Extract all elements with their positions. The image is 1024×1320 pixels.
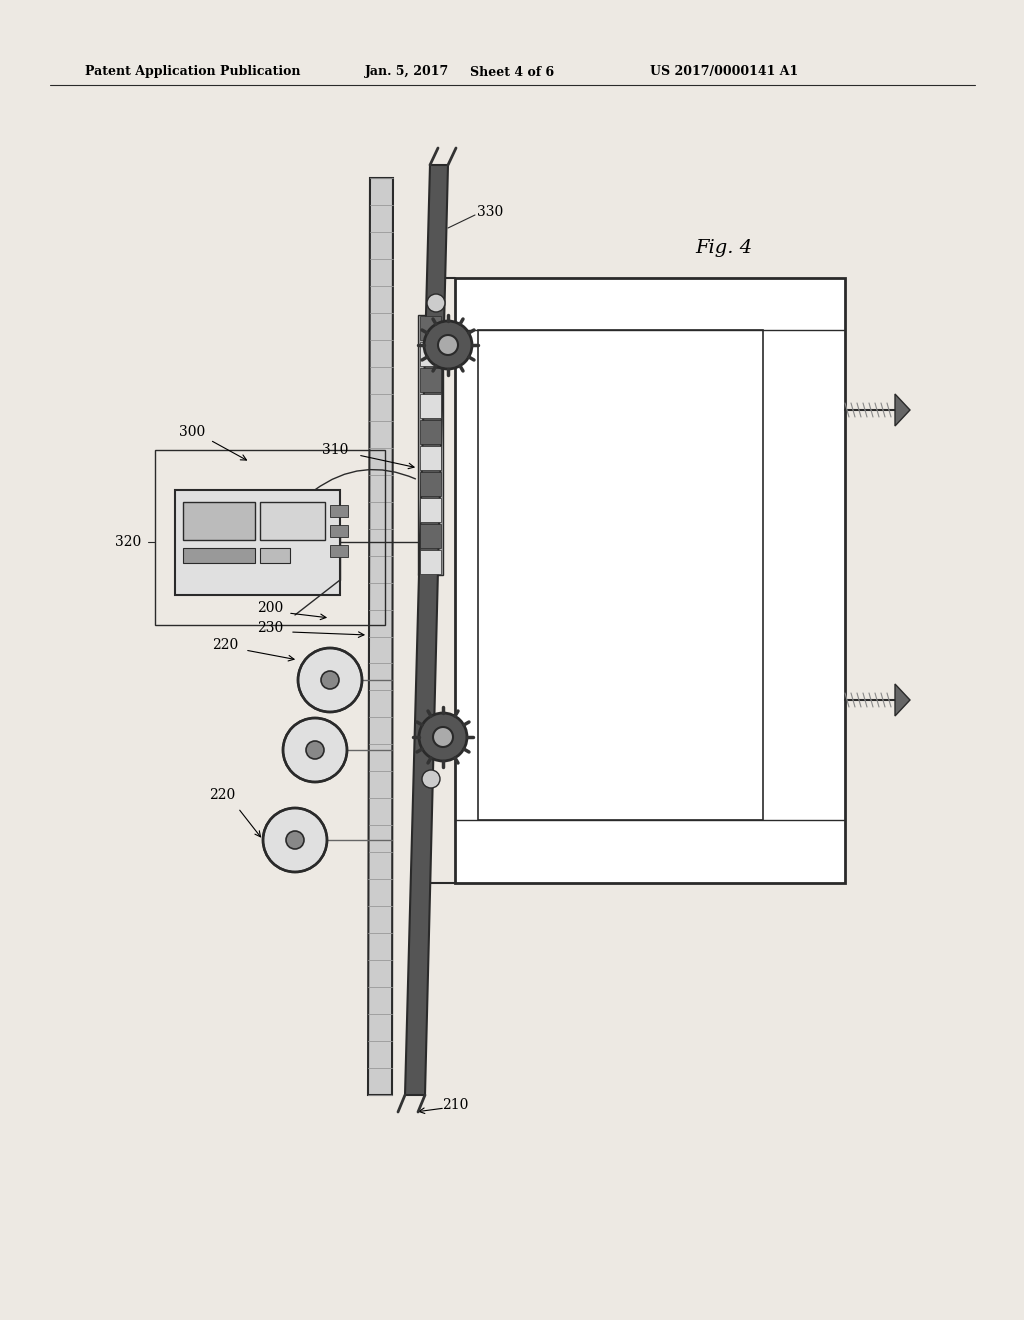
Circle shape <box>433 727 453 747</box>
Text: US 2017/0000141 A1: US 2017/0000141 A1 <box>650 66 799 78</box>
Text: Patent Application Publication: Patent Application Publication <box>85 66 300 78</box>
Bar <box>420 368 441 392</box>
Circle shape <box>306 741 324 759</box>
Bar <box>175 490 340 595</box>
Circle shape <box>286 832 304 849</box>
Text: 210: 210 <box>441 1098 468 1111</box>
Circle shape <box>438 335 458 355</box>
Text: Sheet 4 of 6: Sheet 4 of 6 <box>470 66 554 78</box>
Bar <box>420 446 441 470</box>
Bar <box>420 524 441 548</box>
Text: 220: 220 <box>212 638 239 652</box>
Circle shape <box>419 713 467 762</box>
FancyArrowPatch shape <box>314 470 416 490</box>
Text: 300: 300 <box>179 425 205 440</box>
Text: 320: 320 <box>115 535 141 549</box>
Bar <box>183 502 255 540</box>
Bar <box>420 420 441 444</box>
Circle shape <box>424 321 472 370</box>
Polygon shape <box>895 393 910 426</box>
Circle shape <box>422 770 440 788</box>
Text: Jan. 5, 2017: Jan. 5, 2017 <box>365 66 450 78</box>
Bar <box>260 548 290 564</box>
Bar <box>330 506 348 517</box>
Text: 200: 200 <box>257 601 283 615</box>
Bar <box>420 393 441 418</box>
Bar <box>420 473 441 496</box>
Circle shape <box>321 671 339 689</box>
Polygon shape <box>368 178 393 1096</box>
Circle shape <box>298 648 362 711</box>
Bar <box>455 279 845 883</box>
Bar <box>330 525 348 537</box>
Text: 230: 230 <box>257 620 283 635</box>
Bar <box>183 548 255 564</box>
Text: 310: 310 <box>322 444 348 457</box>
Text: Fig. 4: Fig. 4 <box>695 239 752 257</box>
Polygon shape <box>406 165 449 1096</box>
Bar <box>420 550 441 574</box>
Bar <box>420 342 441 366</box>
Bar <box>260 502 325 540</box>
Circle shape <box>427 294 445 312</box>
Text: 330: 330 <box>477 205 503 219</box>
Bar <box>478 330 763 820</box>
Circle shape <box>283 718 347 781</box>
Circle shape <box>263 808 327 873</box>
Bar <box>418 315 443 576</box>
Text: 220: 220 <box>209 788 236 803</box>
Polygon shape <box>895 684 910 715</box>
Bar <box>420 315 441 341</box>
Bar <box>330 545 348 557</box>
Bar <box>420 498 441 521</box>
